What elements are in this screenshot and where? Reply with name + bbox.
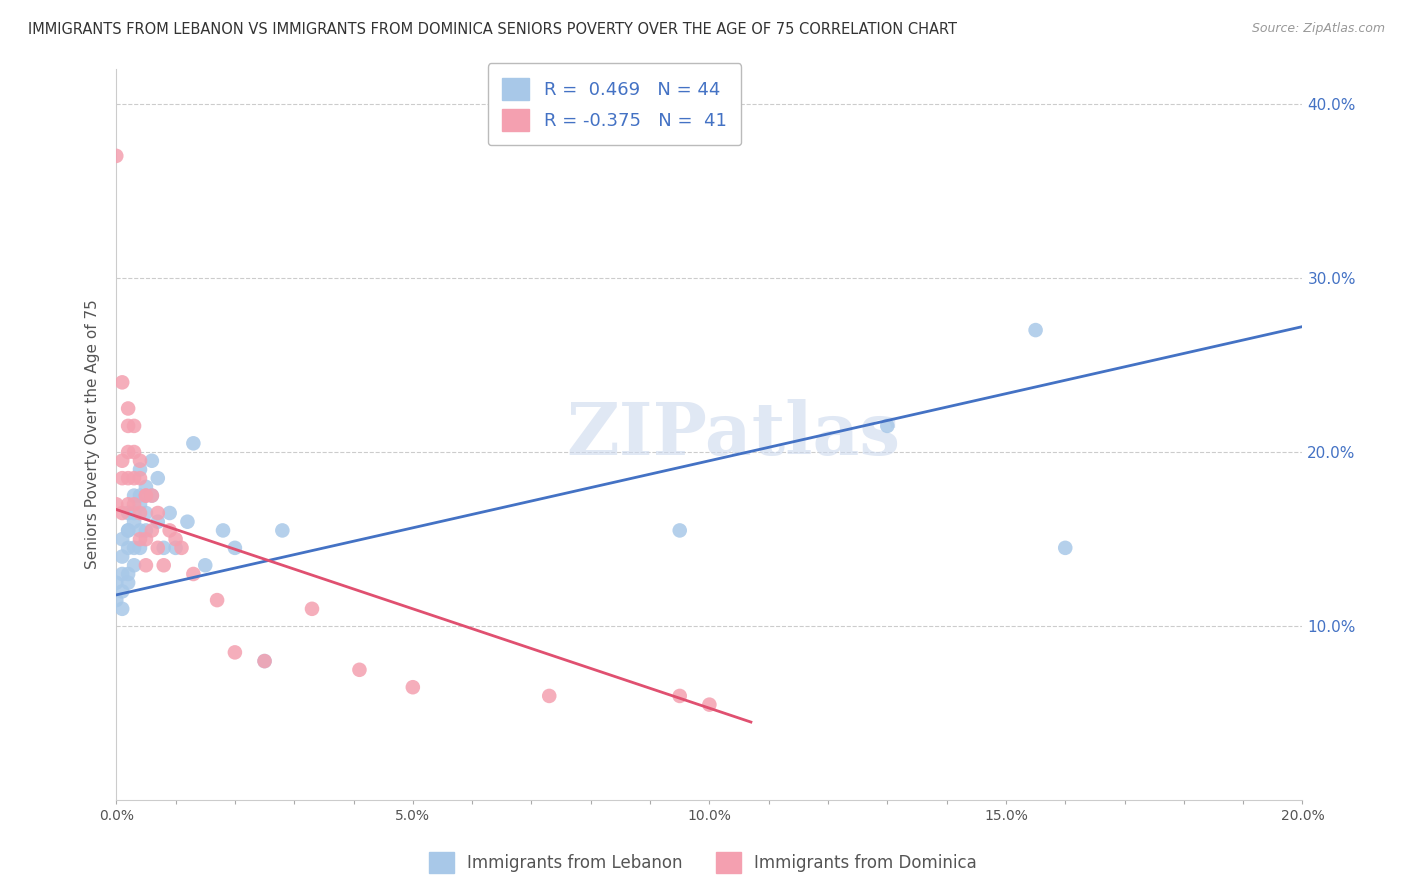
Point [135, 489, 157, 503]
Point [129, 471, 152, 485]
Point [194, 558, 217, 573]
Point [146, 506, 169, 520]
Point [105, 149, 128, 163]
Point [105, 593, 128, 607]
Point [212, 524, 235, 538]
Point [129, 489, 152, 503]
Point [117, 401, 139, 416]
Point [122, 445, 145, 459]
Point [135, 532, 157, 546]
Point [122, 489, 145, 503]
Point [152, 558, 174, 573]
Point [105, 497, 128, 511]
Point [129, 506, 152, 520]
Point [271, 524, 294, 538]
Point [205, 593, 228, 607]
Point [111, 566, 134, 581]
Point [349, 663, 371, 677]
Point [117, 541, 139, 555]
Point [1025, 323, 1047, 337]
Point [876, 418, 898, 433]
Point [111, 549, 134, 564]
Point [253, 654, 276, 668]
Point [129, 541, 152, 555]
Point [129, 524, 152, 538]
Point [122, 506, 145, 520]
Point [183, 566, 205, 581]
Point [117, 524, 139, 538]
Point [152, 541, 174, 555]
Point [224, 645, 246, 659]
Point [176, 515, 198, 529]
Point [111, 602, 134, 616]
Point [159, 524, 181, 538]
Point [146, 541, 169, 555]
Point [129, 532, 152, 546]
Point [146, 471, 169, 485]
Point [111, 454, 134, 468]
Point [141, 454, 163, 468]
Point [135, 489, 157, 503]
Point [129, 497, 152, 511]
Text: Source: ZipAtlas.com: Source: ZipAtlas.com [1251, 22, 1385, 36]
Point [165, 541, 187, 555]
Point [122, 471, 145, 485]
Point [105, 575, 128, 590]
Legend: R =  0.469   N = 44, R = -0.375   N =  41: R = 0.469 N = 44, R = -0.375 N = 41 [488, 63, 741, 145]
Point [135, 506, 157, 520]
Point [135, 558, 157, 573]
Point [141, 489, 163, 503]
Point [117, 418, 139, 433]
Point [538, 689, 561, 703]
Point [117, 506, 139, 520]
Point [141, 489, 163, 503]
Point [668, 524, 690, 538]
Point [122, 497, 145, 511]
Point [668, 689, 690, 703]
Point [117, 497, 139, 511]
Y-axis label: Seniors Poverty Over the Age of 75: Seniors Poverty Over the Age of 75 [86, 300, 100, 569]
Point [1054, 541, 1077, 555]
Point [122, 558, 145, 573]
Legend: Immigrants from Lebanon, Immigrants from Dominica: Immigrants from Lebanon, Immigrants from… [422, 846, 984, 880]
Point [402, 680, 425, 694]
Point [111, 584, 134, 599]
Point [117, 524, 139, 538]
Point [159, 506, 181, 520]
Point [146, 515, 169, 529]
Text: IMMIGRANTS FROM LEBANON VS IMMIGRANTS FROM DOMINICA SENIORS POVERTY OVER THE AGE: IMMIGRANTS FROM LEBANON VS IMMIGRANTS FR… [28, 22, 957, 37]
Point [117, 575, 139, 590]
Point [301, 602, 323, 616]
Point [165, 532, 187, 546]
Point [253, 654, 276, 668]
Point [117, 445, 139, 459]
Point [122, 541, 145, 555]
Point [141, 524, 163, 538]
Point [183, 436, 205, 450]
Text: ZIPatlas: ZIPatlas [567, 399, 900, 470]
Point [135, 480, 157, 494]
Point [111, 532, 134, 546]
Point [111, 376, 134, 390]
Point [117, 471, 139, 485]
Point [111, 471, 134, 485]
Point [224, 541, 246, 555]
Point [135, 524, 157, 538]
Point [129, 454, 152, 468]
Point [122, 515, 145, 529]
Point [170, 541, 193, 555]
Point [129, 462, 152, 476]
Point [117, 566, 139, 581]
Point [111, 506, 134, 520]
Point [699, 698, 721, 712]
Point [122, 418, 145, 433]
